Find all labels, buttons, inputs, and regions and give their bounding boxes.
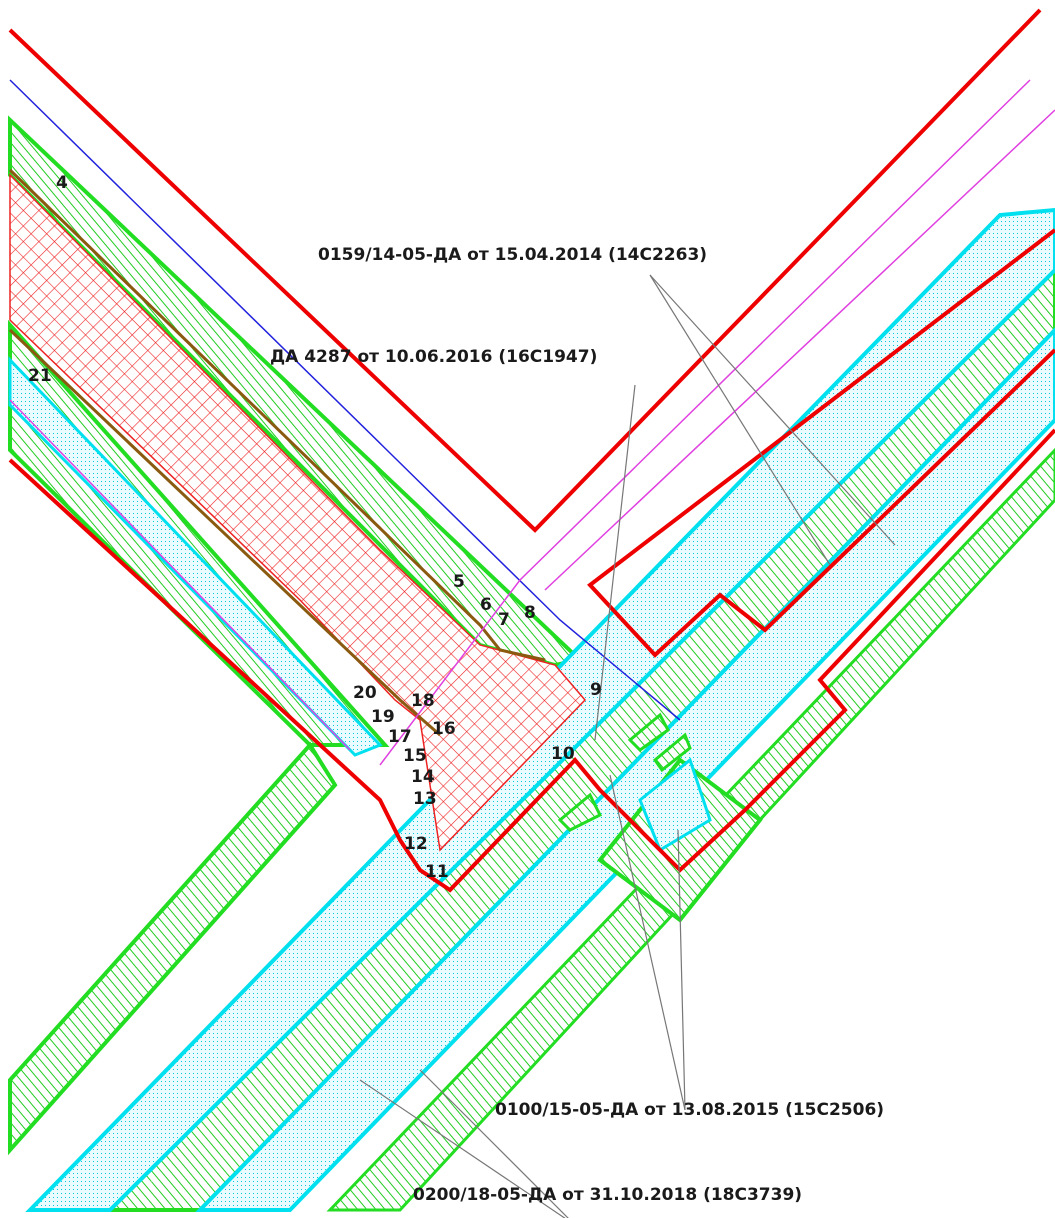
red-boundary-east-2 xyxy=(8,428,1055,893)
point-label-6: 6 xyxy=(480,595,492,615)
annotation-0159-14: 0159/14-05-ДА от 15.04.2014 (14С2263) xyxy=(318,245,707,265)
brown-line xyxy=(8,168,546,737)
red-boundary-east xyxy=(587,228,1055,658)
point-label-5: 5 xyxy=(453,572,465,592)
point-labels: 4 5 6 7 8 9 10 11 12 13 14 15 16 17 18 1… xyxy=(28,173,602,882)
red-hatched-parcel xyxy=(9,173,587,852)
point-label-20: 20 xyxy=(353,683,377,703)
green-zone-intersection xyxy=(557,712,763,923)
annotation-0100-15: 0100/15-05-ДА от 13.08.2015 (15С2506) xyxy=(495,1100,884,1120)
point-label-15: 15 xyxy=(403,746,427,766)
point-label-12: 12 xyxy=(404,834,428,854)
point-label-10: 10 xyxy=(551,744,575,764)
leader-lines xyxy=(359,274,896,1218)
annotation-da-4287: ДА 4287 от 10.06.2016 (16С1947) xyxy=(270,347,597,367)
point-label-17: 17 xyxy=(388,727,412,747)
point-label-16: 16 xyxy=(432,719,456,739)
point-label-19: 19 xyxy=(371,707,395,727)
point-label-14: 14 xyxy=(411,767,435,787)
red-boundary-lines xyxy=(8,8,1055,893)
cyan-zone-nw-band xyxy=(8,356,383,757)
point-label-7: 7 xyxy=(498,610,510,630)
point-label-21: 21 xyxy=(28,366,52,386)
green-zone-nw-band xyxy=(8,115,585,747)
annotation-0200-18: 0200/18-05-ДА от 31.10.2018 (18С3739) xyxy=(413,1185,802,1205)
annotations: 0159/14-05-ДА от 15.04.2014 (14С2263) ДА… xyxy=(270,245,884,1205)
point-label-9: 9 xyxy=(590,680,602,700)
red-boundary-north xyxy=(8,8,1042,533)
point-label-8: 8 xyxy=(524,603,536,623)
blue-line xyxy=(9,79,681,721)
point-label-11: 11 xyxy=(425,862,449,882)
magenta-lines xyxy=(9,79,1055,766)
point-label-13: 13 xyxy=(413,789,437,809)
point-label-18: 18 xyxy=(411,691,435,711)
point-label-4: 4 xyxy=(56,173,68,193)
